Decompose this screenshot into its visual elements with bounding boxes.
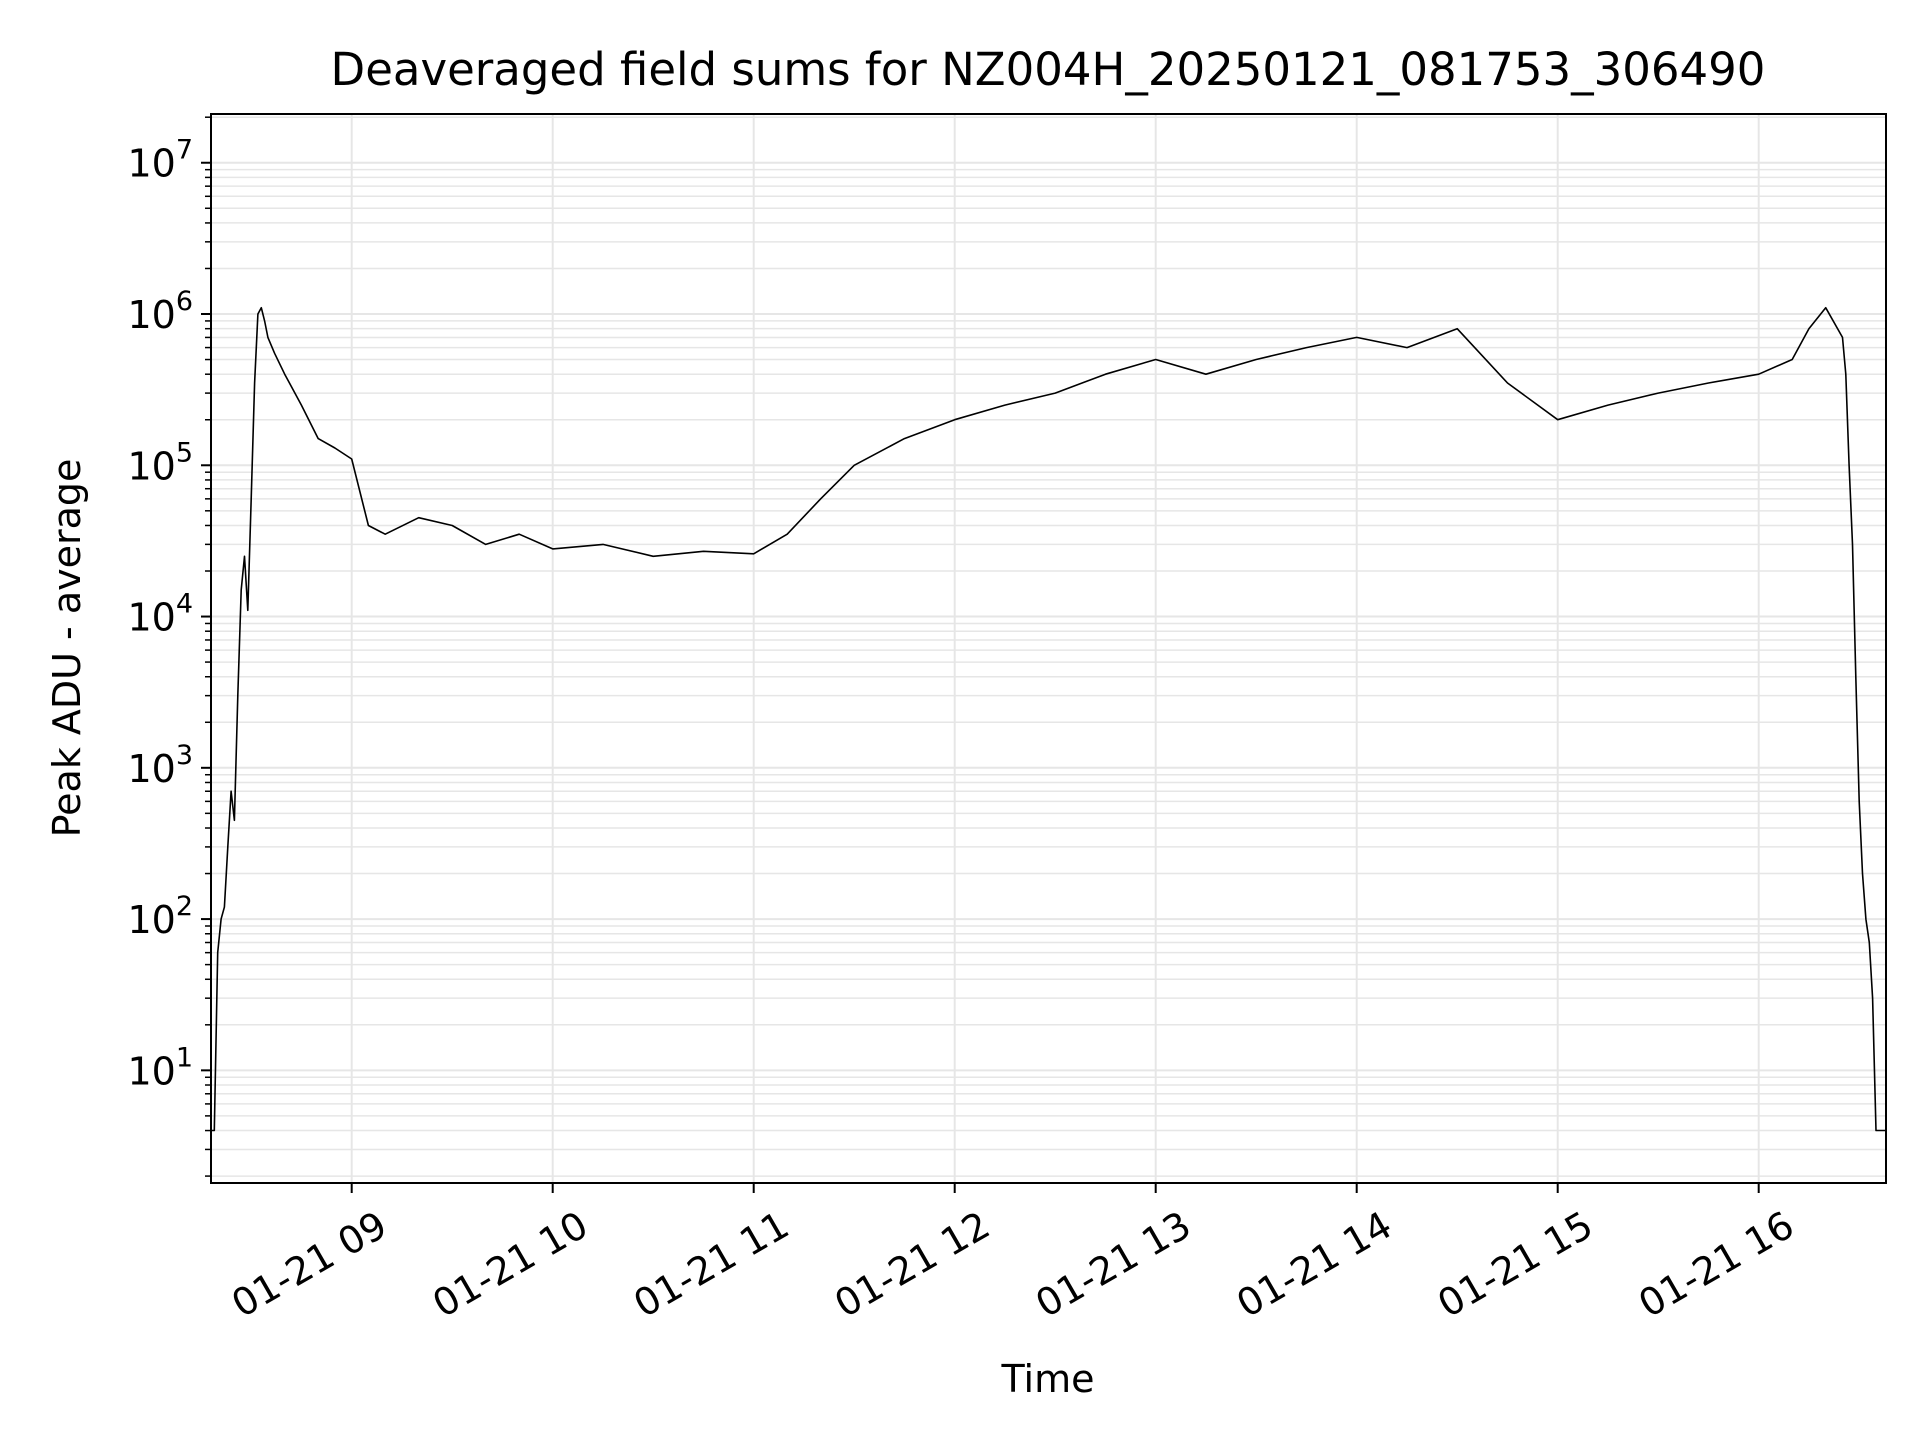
y-tick-label: 106 xyxy=(127,286,193,337)
y-axis-label: Peak ADU - average xyxy=(45,459,89,838)
x-axis-label: Time xyxy=(1001,1357,1095,1401)
y-tick-label: 102 xyxy=(127,891,193,942)
series-line-group xyxy=(211,306,1886,1132)
y-tick-label: 104 xyxy=(127,589,193,640)
y-tick-label: 107 xyxy=(127,135,193,186)
plot-frame xyxy=(210,113,1887,1184)
y-tick-label: 103 xyxy=(127,740,193,791)
y-tick-label: 101 xyxy=(127,1042,193,1093)
grid xyxy=(211,114,1886,1183)
y-tick-label: 105 xyxy=(127,437,193,488)
chart-title: Deaveraged field sums for NZ004H_2025012… xyxy=(331,43,1766,96)
series-line xyxy=(211,306,1886,1132)
